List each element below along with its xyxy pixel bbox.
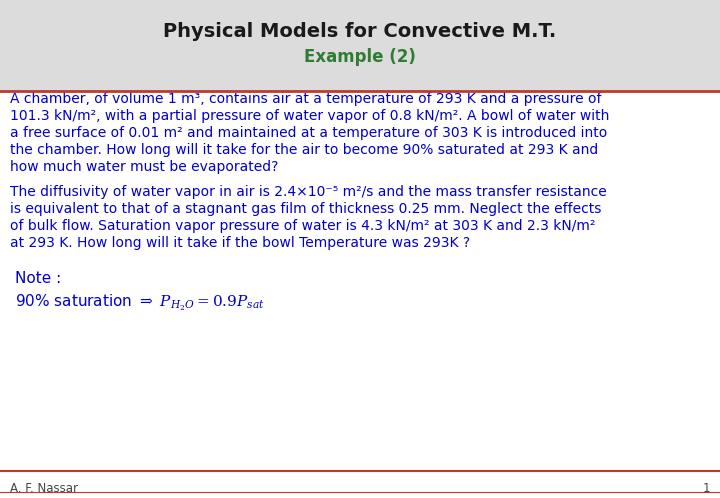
- Text: 101.3 kN/m², with a partial pressure of water vapor of 0.8 kN/m². A bowl of wate: 101.3 kN/m², with a partial pressure of …: [10, 109, 609, 123]
- Text: of bulk flow. Saturation vapor pressure of water is 4.3 kN/m² at 303 K and 2.3 k: of bulk flow. Saturation vapor pressure …: [10, 219, 595, 233]
- Text: at 293 K. How long will it take if the bowl Temperature was 293K ?: at 293 K. How long will it take if the b…: [10, 236, 470, 250]
- Text: Physical Models for Convective M.T.: Physical Models for Convective M.T.: [163, 22, 557, 41]
- Text: how much water must be evaporated?: how much water must be evaporated?: [10, 160, 279, 174]
- Text: 90% saturation $\Rightarrow$ $P_{H_2O} = 0.9P_{sat}$: 90% saturation $\Rightarrow$ $P_{H_2O} =…: [15, 293, 265, 313]
- Text: A. F. Nassar: A. F. Nassar: [10, 482, 78, 495]
- Text: Note :: Note :: [15, 271, 61, 286]
- Text: A chamber, of volume 1 m³, contains air at a temperature of 293 K and a pressure: A chamber, of volume 1 m³, contains air …: [10, 92, 601, 106]
- Text: Example (2): Example (2): [304, 48, 416, 66]
- Text: a free surface of 0.01 m² and maintained at a temperature of 303 K is introduced: a free surface of 0.01 m² and maintained…: [10, 126, 607, 140]
- Text: The diffusivity of water vapor in air is 2.4×10⁻⁵ m²/s and the mass transfer res: The diffusivity of water vapor in air is…: [10, 185, 607, 199]
- Text: is equivalent to that of a stagnant gas film of thickness 0.25 mm. Neglect the e: is equivalent to that of a stagnant gas …: [10, 202, 601, 216]
- Text: the chamber. How long will it take for the air to become 90% saturated at 293 K : the chamber. How long will it take for t…: [10, 143, 598, 157]
- Text: 1: 1: [703, 482, 710, 495]
